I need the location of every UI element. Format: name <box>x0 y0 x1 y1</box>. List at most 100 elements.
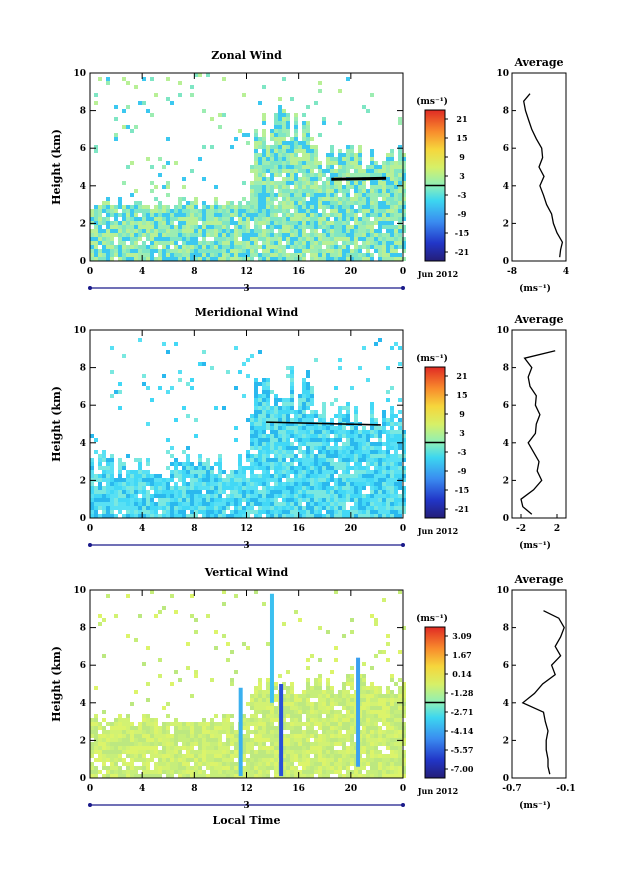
heatmap-cell <box>262 165 266 169</box>
heatmap-cell <box>366 446 370 450</box>
heatmap-cell <box>370 193 374 197</box>
heatmap-cell <box>370 766 374 770</box>
heatmap-cell <box>358 209 362 213</box>
heatmap-cell <box>346 418 350 422</box>
heatmap-cell <box>110 730 114 734</box>
heatmap-cell <box>170 722 174 726</box>
heatmap-cell <box>270 430 274 434</box>
heatmap-cell <box>90 482 94 486</box>
heatmap-cell <box>342 702 346 706</box>
heatmap-cell <box>238 498 242 502</box>
heatmap-cell <box>338 722 342 726</box>
heatmap-cell <box>186 726 190 730</box>
heatmap-cell <box>290 746 294 750</box>
heatmap-cell <box>346 153 350 157</box>
heatmap-cell <box>386 690 390 694</box>
heatmap-cell <box>310 706 314 710</box>
heatmap-cell <box>266 694 270 698</box>
heatmap-cell <box>326 165 330 169</box>
heatmap-cell <box>362 470 366 474</box>
average-frame <box>511 329 567 519</box>
heatmap-cell <box>278 165 282 169</box>
heatmap-cell <box>354 442 358 446</box>
heatmap-cell <box>314 430 318 434</box>
heatmap-cell <box>318 678 322 682</box>
heatmap-cell <box>178 734 182 738</box>
heatmap-cell <box>102 237 106 241</box>
heatmap-cell <box>194 245 198 249</box>
heatmap-cell <box>238 454 242 458</box>
heatmap-cell <box>254 414 258 418</box>
heatmap-cell <box>306 165 310 169</box>
heatmap-cell <box>126 253 130 257</box>
heatmap-cell <box>162 514 166 518</box>
heatmap-cell <box>390 726 394 730</box>
heatmap-cell <box>298 490 302 494</box>
heatmap-cell <box>106 510 110 514</box>
heatmap-cell <box>374 686 378 690</box>
heatmap-cell <box>190 169 194 173</box>
heatmap-cell <box>230 253 234 257</box>
heatmap-cell <box>290 430 294 434</box>
heatmap-cell <box>258 726 262 730</box>
heatmap-cell <box>310 446 314 450</box>
heatmap-cell <box>274 113 278 117</box>
heatmap-cell <box>234 498 238 502</box>
heatmap-cell <box>390 766 394 770</box>
heatmap-cell <box>134 738 138 742</box>
heatmap-cell <box>350 153 354 157</box>
heatmap-cell <box>382 514 386 518</box>
heatmap-cell <box>90 458 94 462</box>
heatmap-cell <box>330 698 334 702</box>
heatmap-cell <box>338 694 342 698</box>
heatmap-cell <box>366 482 370 486</box>
heatmap-cell <box>322 466 326 470</box>
heatmap-cell <box>354 189 358 193</box>
heatmap-cell <box>322 702 326 706</box>
heatmap-cell <box>294 478 298 482</box>
heatmap-cell <box>298 398 302 402</box>
heatmap-cell <box>398 193 402 197</box>
heatmap-cell <box>166 766 170 770</box>
heatmap-cell <box>174 217 178 221</box>
heatmap-cell <box>262 438 266 442</box>
heatmap-cell <box>194 506 198 510</box>
heatmap-cell <box>142 718 146 722</box>
heatmap-cell <box>318 201 322 205</box>
heatmap-cell <box>258 474 262 478</box>
heatmap-cell <box>274 510 278 514</box>
heatmap-cell <box>298 726 302 730</box>
heatmap-cell <box>366 466 370 470</box>
heatmap-cell <box>278 181 282 185</box>
heatmap-cell <box>234 770 238 774</box>
x-tick-label: 20 <box>345 267 358 277</box>
heatmap-cell <box>142 514 146 518</box>
heatmap-cell <box>170 486 174 490</box>
heatmap-cell <box>158 750 162 754</box>
heatmap-cell <box>278 430 282 434</box>
heatmap-cell <box>166 217 170 221</box>
heatmap-cell <box>162 241 166 245</box>
heatmap-cell <box>254 590 258 594</box>
heatmap-cell <box>246 201 250 205</box>
heatmap-cell <box>338 149 342 153</box>
heatmap-cell <box>266 502 270 506</box>
heatmap-cell <box>166 350 170 354</box>
x-tick-label: 0 <box>400 524 406 534</box>
heatmap-cell <box>354 750 358 754</box>
heatmap-cell <box>246 209 250 213</box>
heatmap-cell <box>322 201 326 205</box>
heatmap-cell <box>310 249 314 253</box>
heatmap-cell <box>222 506 226 510</box>
heatmap-cell <box>386 470 390 474</box>
heatmap-cell <box>294 774 298 778</box>
heatmap-cell <box>286 506 290 510</box>
heatmap-cell <box>214 758 218 762</box>
heatmap-cell <box>306 714 310 718</box>
heatmap-cell <box>150 245 154 249</box>
heatmap-cell <box>166 738 170 742</box>
heatmap-cell <box>294 766 298 770</box>
heatmap-cell <box>194 738 198 742</box>
heatmap-cell <box>378 245 382 249</box>
heatmap-cell <box>130 229 134 233</box>
